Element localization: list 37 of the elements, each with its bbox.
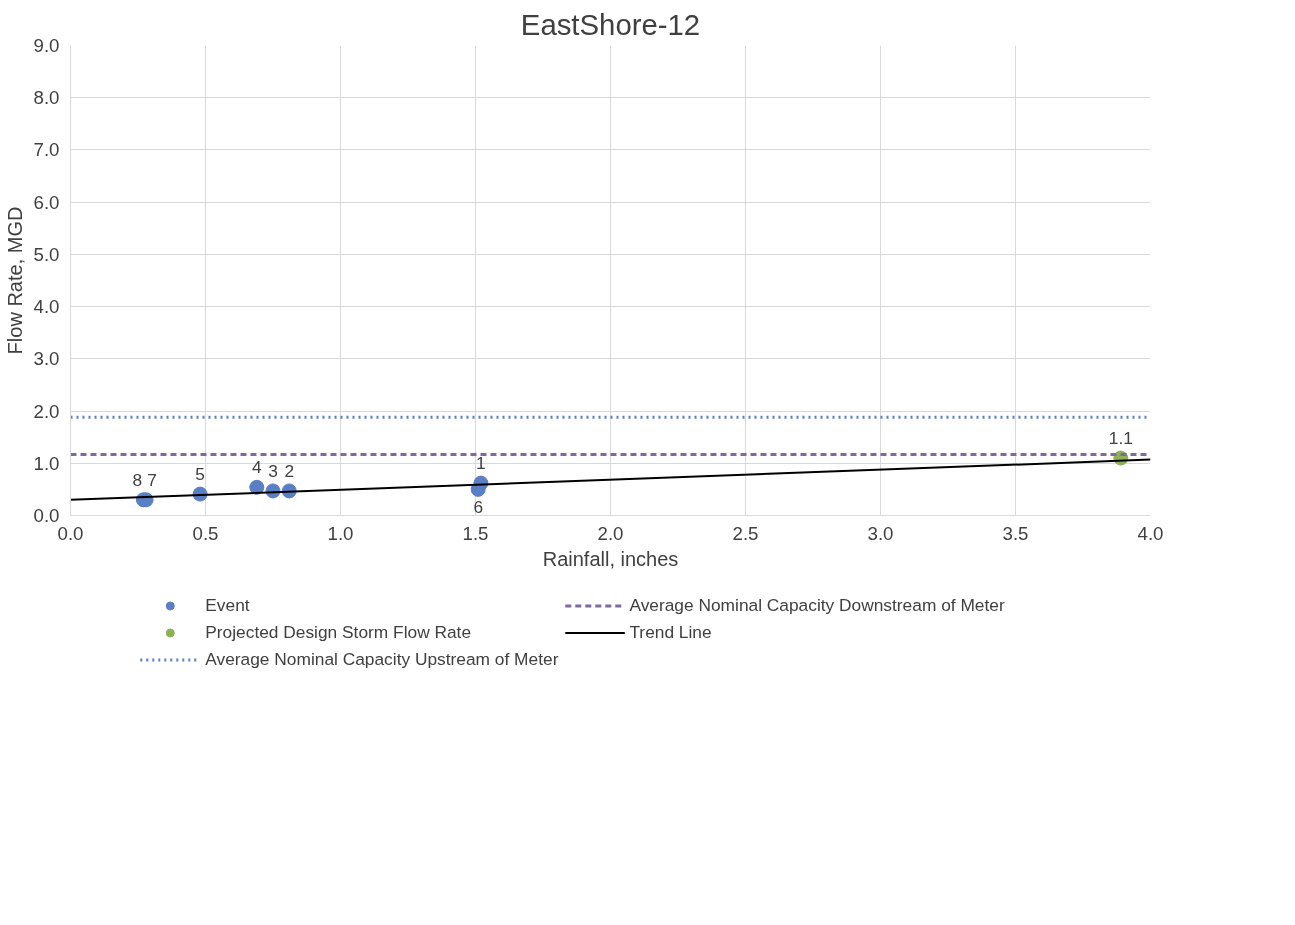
- y-tick-label: 9.0: [33, 35, 60, 56]
- y-tick-label: 5.0: [33, 243, 60, 265]
- chart-title: EastShore-12: [520, 7, 701, 41]
- y-tick-label: 7.0: [33, 139, 60, 161]
- x-tick-label: 3.0: [867, 522, 894, 544]
- x-tick-label: 1.5: [462, 522, 489, 544]
- y-tick-label: 8.0: [33, 87, 60, 109]
- annotation: 6: [473, 497, 484, 518]
- y-tick-label: 2.0: [33, 400, 60, 422]
- point: [249, 479, 265, 495]
- legend-label: Event: [205, 594, 250, 616]
- x-tick-label: 3.5: [1002, 522, 1029, 544]
- x-axis-title: Rainfall, inches: [542, 547, 679, 570]
- x-tick-label: 0.0: [57, 522, 84, 544]
- x-tick-label: 2.5: [732, 522, 759, 544]
- legend-label: Trend Line: [629, 621, 712, 643]
- annotation: 7: [147, 469, 157, 490]
- x-tick-label: 0.5: [192, 522, 219, 544]
- legend-label: Average Nominal Capacity Upstream of Meter: [205, 648, 559, 670]
- annotation: 1: [476, 453, 486, 474]
- annotation: 8: [132, 469, 143, 490]
- y-axis-title: Flow Rate, MGD: [3, 206, 26, 355]
- annotation: 2: [284, 460, 295, 481]
- y-tick-label: 1.0: [33, 452, 60, 474]
- x-tick-label: 1.0: [327, 522, 354, 544]
- y-tick-label: 3.0: [33, 348, 60, 370]
- legend-label: Projected Design Storm Flow Rate: [205, 621, 472, 643]
- y-tick-label: 6.0: [33, 191, 60, 213]
- annotation: 3: [268, 460, 278, 481]
- y-tick-label: 0.0: [33, 505, 60, 526]
- annotation: 4: [251, 457, 262, 478]
- legend-label: Average Nominal Capacity Downstream of Meter: [629, 594, 1005, 616]
- x-tick-label: 4.0: [1137, 522, 1164, 544]
- y-tick-label: 4.0: [33, 296, 60, 318]
- x-tick-label: 2.0: [597, 522, 624, 544]
- annotation: 5: [195, 464, 205, 485]
- data-label: 1.1: [1108, 428, 1133, 449]
